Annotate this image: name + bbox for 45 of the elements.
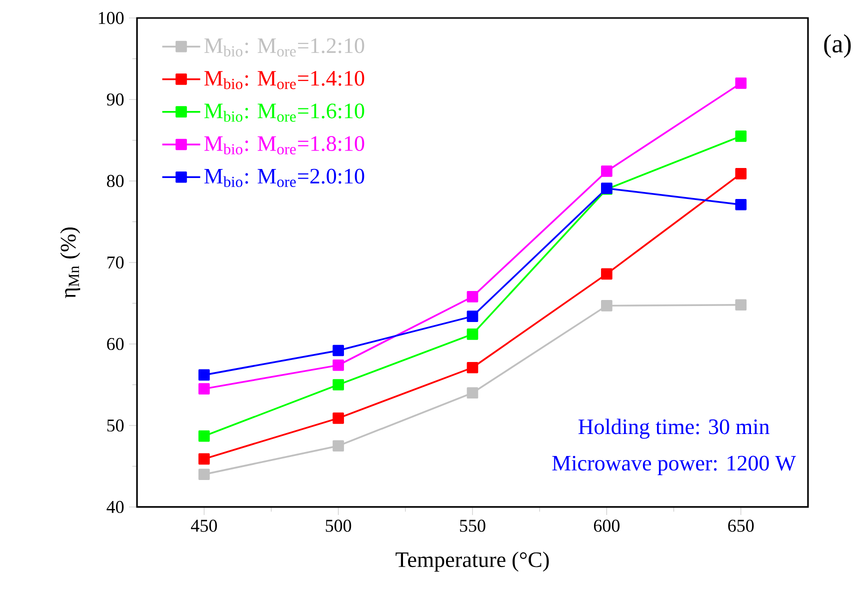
y-tick-label: 80 <box>106 174 124 188</box>
point <box>735 198 747 210</box>
legend-label: M$_{bio}$: M$_{ore}$=1.2:10 <box>204 38 364 57</box>
legend-label: M$_{bio}$: M$_{ore}$=1.6:10 <box>204 104 364 122</box>
point <box>332 412 344 424</box>
point <box>332 379 344 390</box>
annotation: Holding time: 30 min <box>578 418 770 439</box>
point <box>466 291 478 302</box>
point <box>601 268 612 280</box>
x-tick-label: 600 <box>594 520 620 532</box>
point <box>332 440 344 452</box>
point <box>466 387 478 399</box>
y-tick-label: 100 <box>98 12 124 24</box>
y-tick-label: 60 <box>107 338 124 350</box>
y-tick-label: 50 <box>107 419 124 432</box>
point <box>198 430 210 442</box>
y-tick-label: 70 <box>107 256 124 269</box>
point <box>466 328 478 340</box>
point <box>735 299 747 311</box>
point <box>198 468 210 480</box>
legend-label: M$_{bio}$: M$_{ore}$=1.4:10 <box>204 70 364 90</box>
y-tick-label: 40 <box>106 500 124 514</box>
text: (a) <box>824 34 851 58</box>
x-tick-label: 450 <box>190 520 217 532</box>
point <box>735 78 747 89</box>
point <box>198 369 210 381</box>
y-axis-title: η$_{Mn}$ (%) <box>60 227 80 298</box>
point <box>198 453 210 465</box>
point <box>198 383 210 394</box>
point <box>332 344 344 356</box>
x-tick-label: 500 <box>326 520 352 532</box>
point <box>332 360 344 371</box>
y-tick-label: 90 <box>106 93 124 106</box>
point <box>466 310 478 322</box>
point <box>466 362 478 374</box>
point <box>735 168 747 180</box>
legend-label: M$_{bio}$: M$_{ore}$=1.8:10 <box>204 136 364 154</box>
point <box>735 130 747 142</box>
legend-label: M$_{bio}$: M$_{ore}$=2.0:10 <box>204 168 364 188</box>
point <box>601 300 612 312</box>
point <box>601 166 612 177</box>
x-axis-title: Temperature (°C) <box>396 552 549 572</box>
x-tick-label: 650 <box>728 520 754 532</box>
x-tick-label: 550 <box>460 520 486 532</box>
annotation: Microwave power: 1200 W <box>552 456 796 476</box>
